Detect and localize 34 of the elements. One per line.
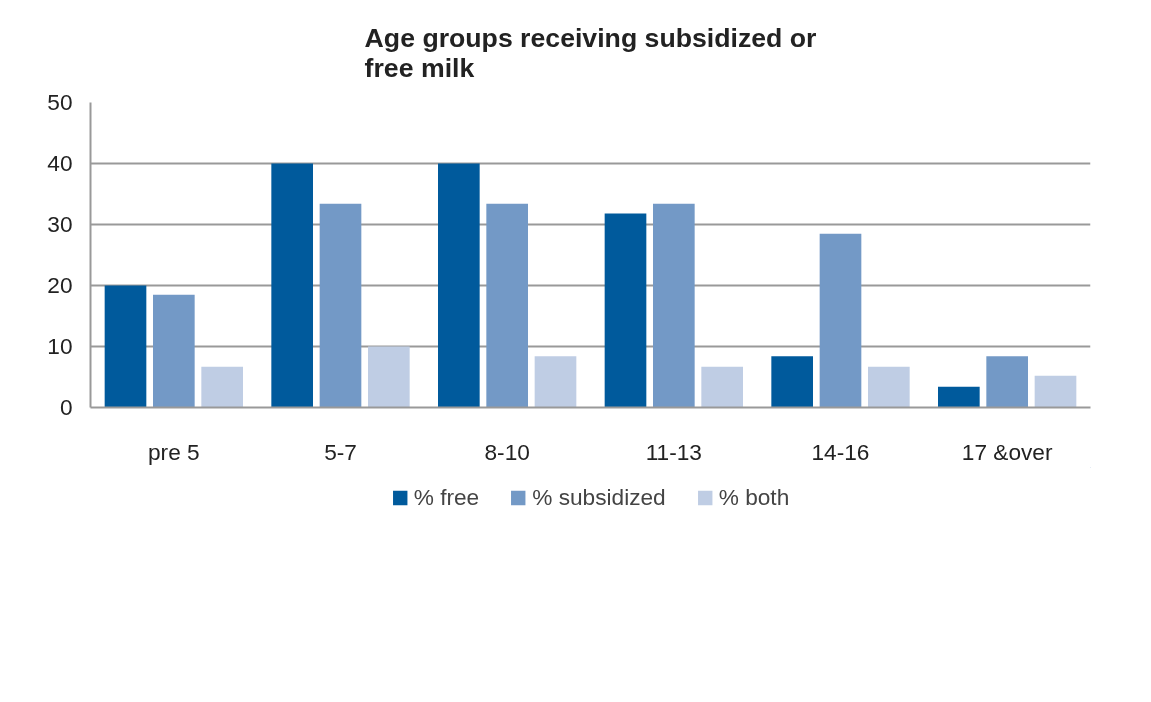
legend-label: % both (718, 483, 790, 511)
bar (653, 203, 695, 408)
bar (604, 213, 647, 408)
x-tick-label: 5-7 (324, 438, 357, 465)
y-tick-label: 0 (59, 394, 73, 420)
bar (701, 366, 743, 408)
bar (319, 203, 362, 408)
chart-title: Age groups receiving subsidized or free milk (364, 22, 817, 83)
x-tick-label: 11-13 (645, 438, 702, 465)
bar (486, 203, 528, 408)
bar (868, 366, 910, 408)
bar (271, 163, 313, 408)
bar (938, 386, 980, 408)
bar (368, 346, 410, 408)
y-tick-label: 10 (47, 333, 73, 359)
legend-label: % free (413, 483, 480, 511)
bar (986, 356, 1028, 408)
y-tick-label: 20 (47, 272, 73, 298)
x-tick-label: pre 5 (148, 438, 200, 465)
bar (438, 163, 480, 408)
bar (201, 366, 243, 408)
x-tick-label: 14-16 (811, 438, 870, 465)
bar (104, 285, 147, 408)
x-tick-label: 8-10 (484, 438, 530, 465)
x-tick-label: 17 &over (961, 438, 1053, 465)
legend-label: % subsidized (532, 483, 666, 511)
y-tick-label: 30 (47, 211, 73, 237)
bar (771, 356, 813, 408)
y-tick-label: 50 (47, 89, 73, 115)
y-tick-label: 40 (47, 150, 73, 176)
bar (1034, 375, 1077, 408)
bar (534, 356, 577, 408)
bar (153, 294, 195, 408)
bar (819, 233, 862, 408)
